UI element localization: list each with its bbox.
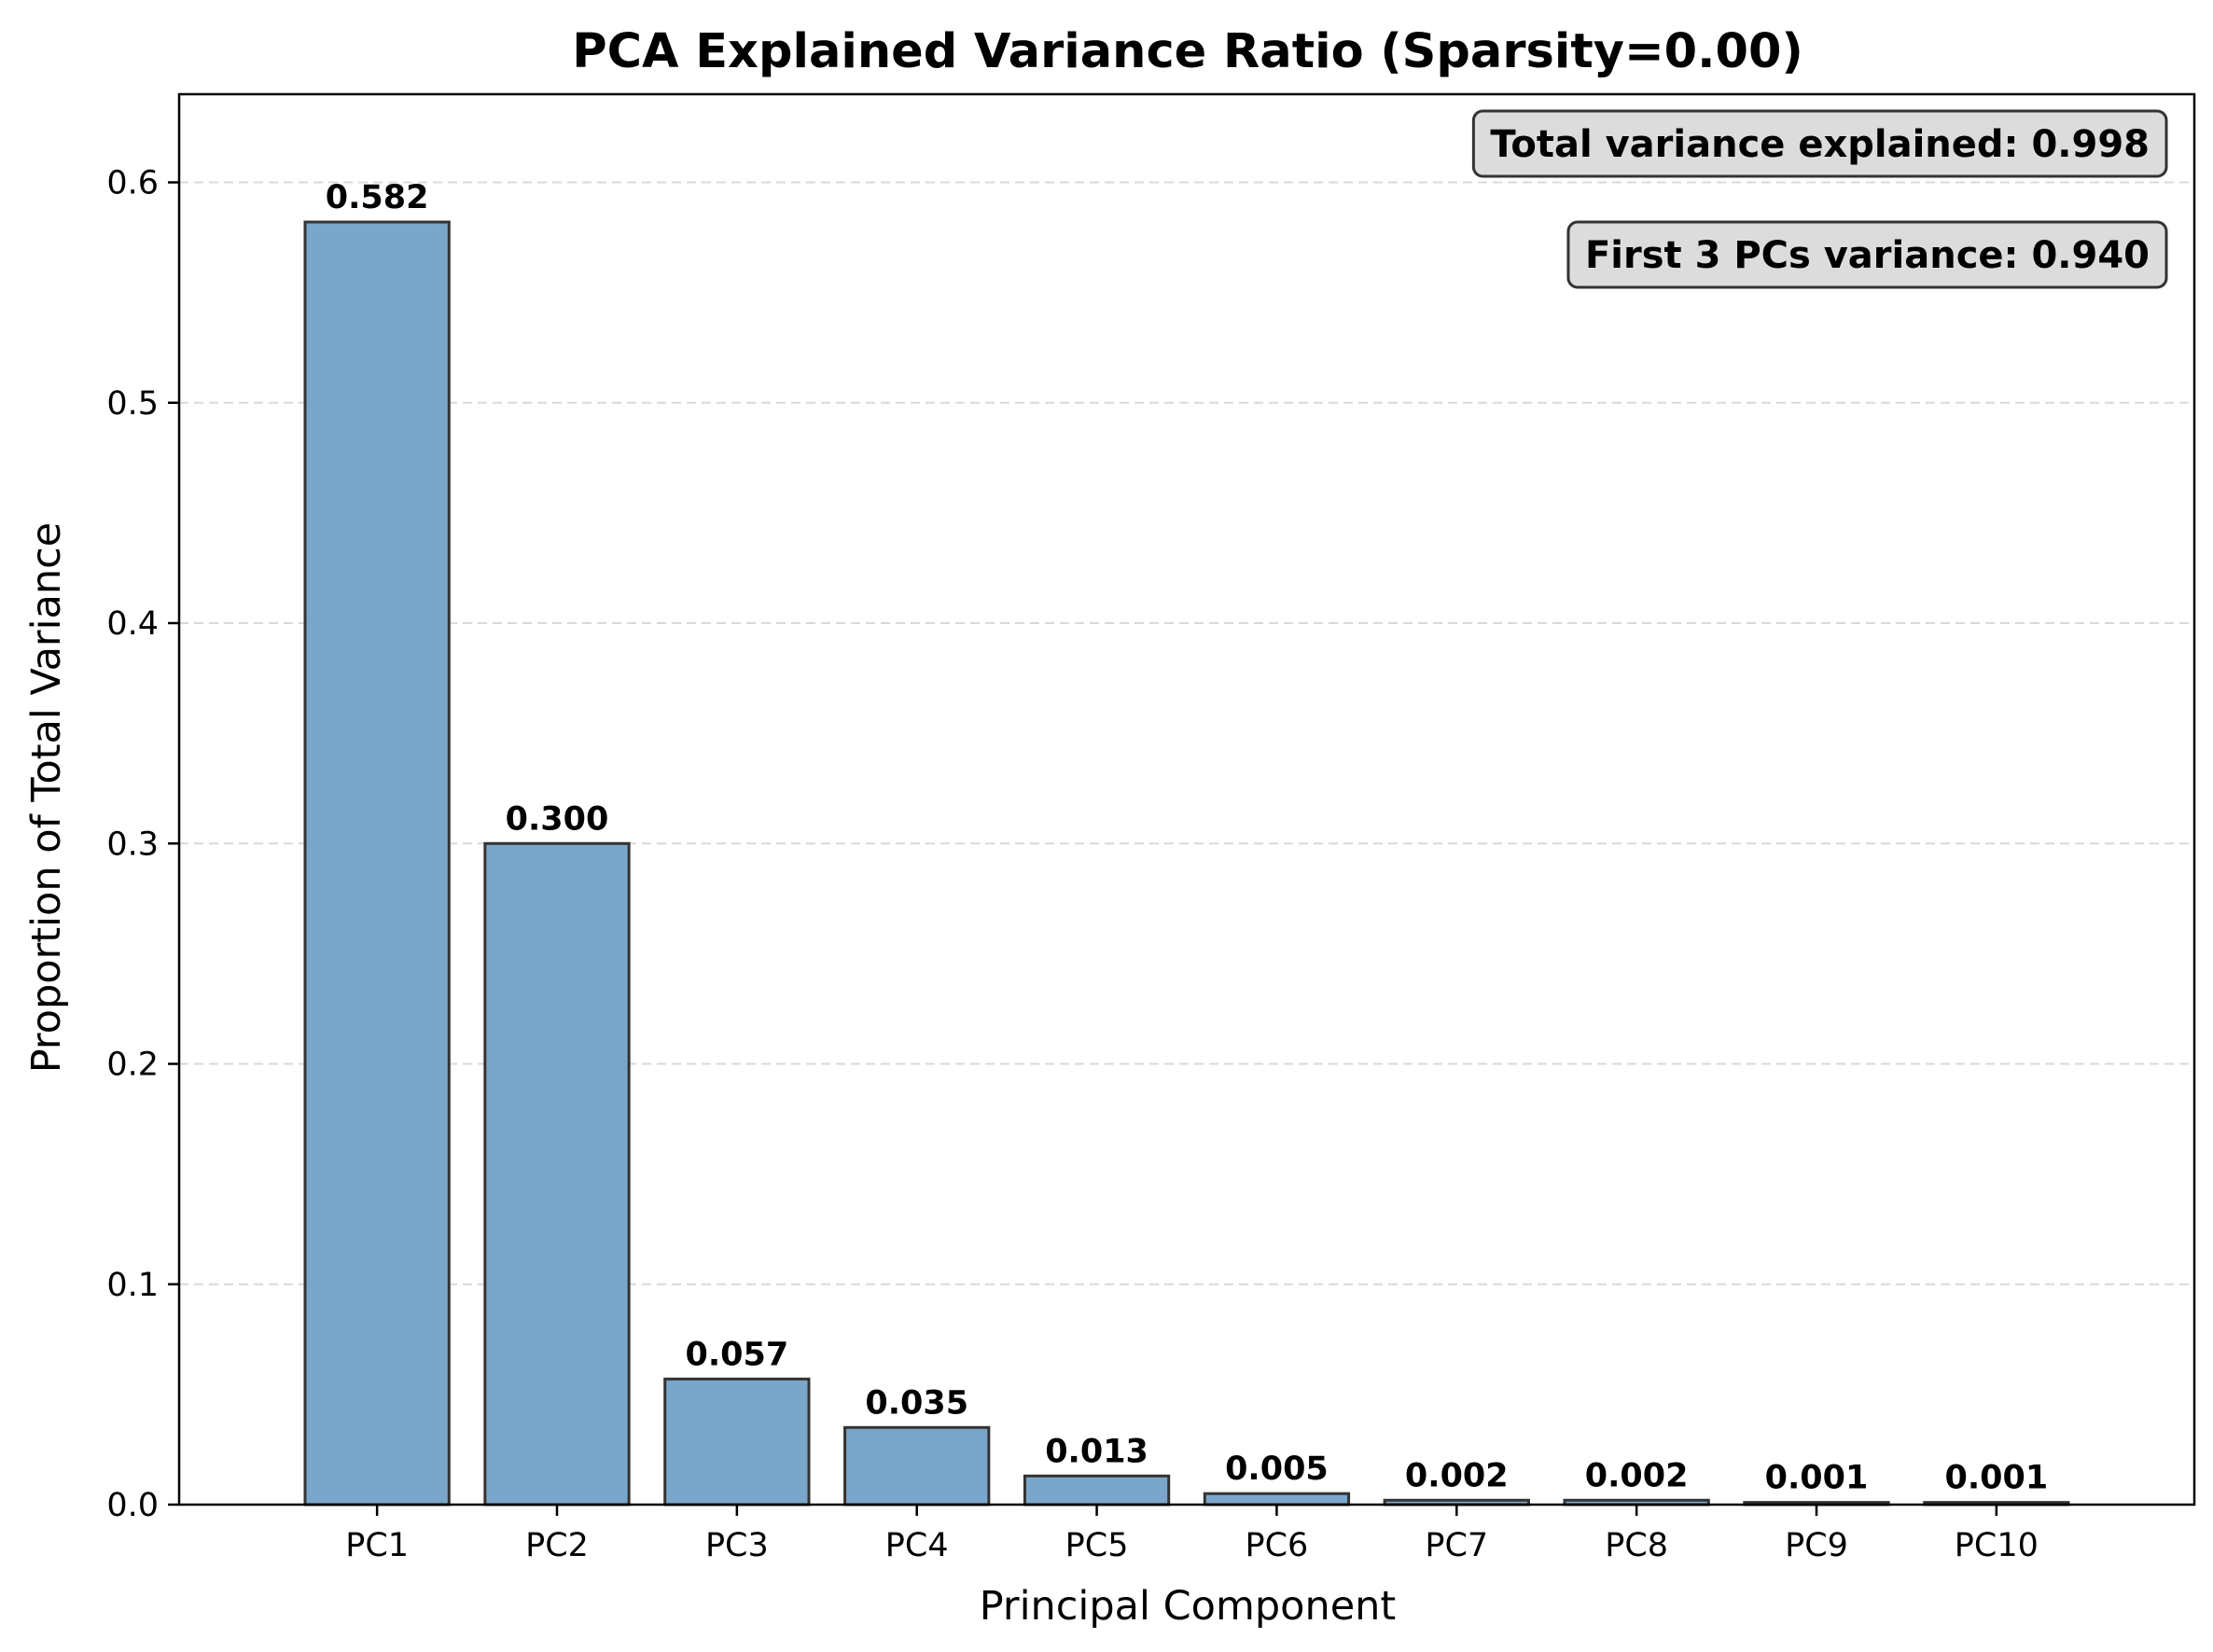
y-axis-label: Proportion of Total Variance <box>23 522 70 1074</box>
x-tick-label: PC3 <box>705 1527 769 1564</box>
x-tick-label: PC8 <box>1605 1527 1668 1564</box>
x-tick-label: PC5 <box>1065 1527 1129 1564</box>
y-tick-label: 0.5 <box>106 385 159 423</box>
x-axis-ticks: PC1 PC2 PC3 PC4 PC5 PC6 PC7 PC8 PC9 PC10 <box>345 1505 2039 1564</box>
x-tick-label: PC9 <box>1785 1527 1848 1564</box>
y-axis-ticks: 0.0 0.1 0.2 0.3 0.4 0.5 0.6 <box>106 165 179 1524</box>
y-tick-label: 0.2 <box>106 1047 159 1084</box>
bar-value-labels: 0.582 0.300 0.057 0.035 0.013 0.005 0.002 0.002… <box>326 179 2048 1497</box>
bar-value-label: 0.002 <box>1585 1457 1689 1494</box>
bar-value-label: 0.057 <box>685 1336 788 1373</box>
annotation-text: Total variance explained: 0.998 <box>1490 123 2150 166</box>
annotation-text: First 3 PCs variance: 0.940 <box>1585 234 2150 277</box>
y-tick-label: 0.3 <box>106 826 159 863</box>
x-tick-label: PC4 <box>885 1527 949 1564</box>
annotation-box: Total variance explained: 0.998 <box>1471 109 2168 178</box>
bar-value-label: 0.035 <box>865 1384 968 1422</box>
x-axis-label: Principal Component <box>980 1583 1397 1630</box>
bar-pc1 <box>303 220 451 1506</box>
annotation-boxes: Total variance explained: 0.998 First 3 P… <box>1471 109 2168 289</box>
x-tick-label: PC7 <box>1425 1527 1488 1564</box>
y-tick-label: 0.1 <box>106 1267 159 1304</box>
bar-pc2 <box>483 841 631 1506</box>
y-tick-label: 0.6 <box>106 165 159 202</box>
bar-pc5 <box>1023 1474 1171 1506</box>
x-tick-label: PC6 <box>1246 1527 1309 1564</box>
bar-value-label: 0.300 <box>506 800 609 838</box>
x-tick-label: PC10 <box>1955 1527 2039 1564</box>
bar-pc6 <box>1203 1492 1351 1506</box>
bar-value-label: 0.005 <box>1225 1451 1329 1488</box>
bar-value-label: 0.002 <box>1405 1457 1509 1494</box>
bars <box>303 220 2070 1506</box>
plot-area-frame <box>177 92 2196 1506</box>
annotation-box-background <box>1566 220 2168 289</box>
annotation-box: First 3 PCs variance: 0.940 <box>1566 220 2168 289</box>
bar-value-label: 0.001 <box>1944 1460 2048 1497</box>
annotation-box-background <box>1471 109 2168 178</box>
chart-title: PCA Explained Variance Ratio (Sparsity=0… <box>572 24 1803 79</box>
bar-value-label: 0.001 <box>1765 1460 1869 1497</box>
bar-value-label: 0.582 <box>326 179 429 216</box>
y-tick-label: 0.4 <box>106 605 159 643</box>
x-tick-label: PC2 <box>525 1527 589 1564</box>
bar-value-label: 0.013 <box>1045 1433 1148 1470</box>
bar-pc3 <box>663 1377 811 1506</box>
x-tick-label: PC1 <box>345 1527 409 1564</box>
y-tick-label: 0.0 <box>106 1487 159 1524</box>
bar-pc4 <box>843 1425 991 1506</box>
